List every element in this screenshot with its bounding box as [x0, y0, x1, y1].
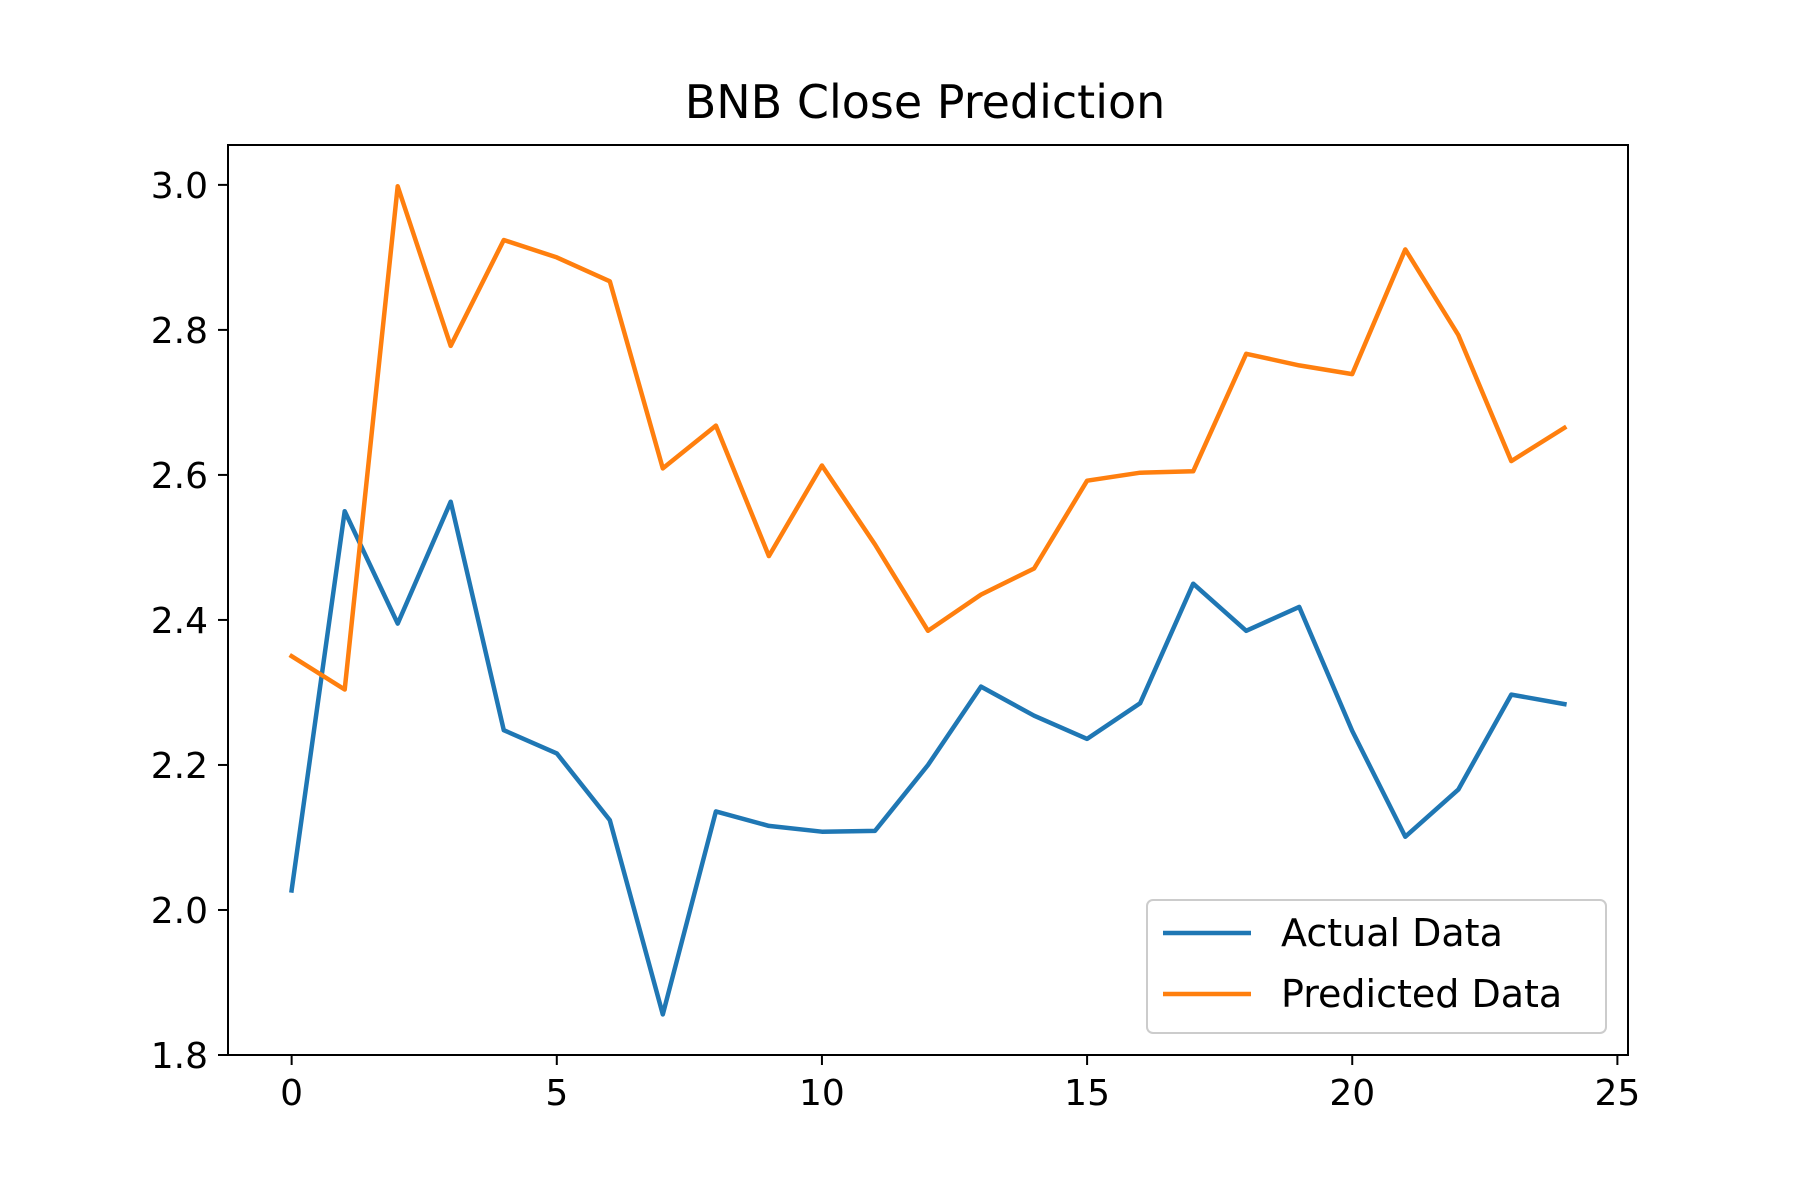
x-tick-label: 5: [545, 1073, 568, 1114]
legend-label: Actual Data: [1281, 911, 1503, 955]
x-tick-label: 25: [1594, 1073, 1640, 1114]
axes: 0 5 10 15 20 25 1.8 2.0 2.2 2.4 2.6 2.8 3.0: [151, 166, 1641, 1114]
x-tick-label: 15: [1064, 1073, 1110, 1114]
series-line-predicted-data: [288, 184, 1568, 692]
y-tick-label: 1.8: [151, 1036, 208, 1077]
x-tick-label: 10: [799, 1073, 845, 1114]
y-tick-label: 2.2: [151, 746, 208, 787]
series-line-actual-data: [289, 499, 1568, 1017]
plot-frame: [227, 144, 1629, 1056]
x-tick-label: 20: [1329, 1073, 1375, 1114]
series-lines: [288, 184, 1568, 1017]
legend-box: [1146, 899, 1607, 1034]
y-tick-label: 2.8: [151, 311, 208, 352]
chart-title: BNB Close Prediction: [685, 75, 1166, 129]
legend-label: Predicted Data: [1281, 972, 1562, 1016]
plot-frame-border: [227, 144, 1629, 1056]
legend: Actual Data Predicted Data: [1146, 899, 1607, 1034]
x-tick-label: 0: [280, 1073, 303, 1114]
y-tick-label: 2.0: [151, 891, 208, 932]
y-tick-label: 2.4: [151, 601, 208, 642]
y-tick-label: 2.6: [151, 456, 208, 497]
y-tick-label: 3.0: [151, 166, 208, 207]
